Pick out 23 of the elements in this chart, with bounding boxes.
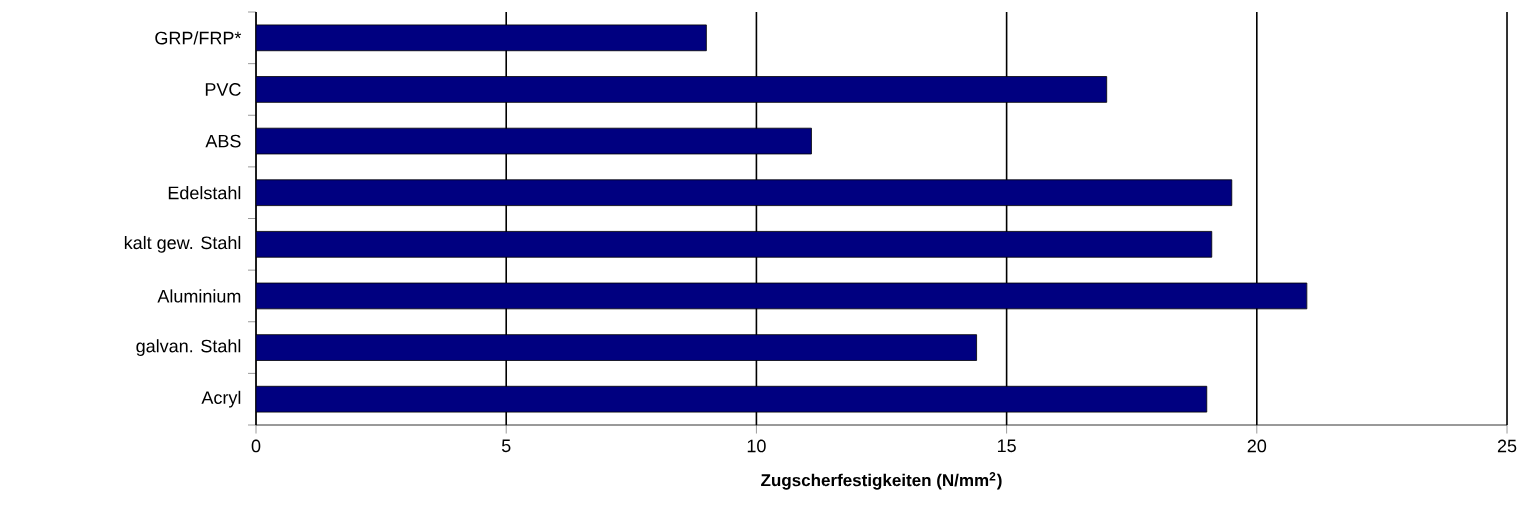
x-axis-title: Zugscherfestigkeiten (N/mm$^{2}$) [761,472,1002,490]
x-tick-label: 5 [501,439,511,453]
bar [256,76,1108,103]
bar [256,282,1308,310]
x-tick-label: 15 [997,439,1016,453]
bar [256,179,1233,206]
x-tick-label: 20 [1247,439,1267,453]
y-tick-label: Acryl [201,390,241,408]
bar [256,231,1213,258]
bar [256,127,812,155]
y-tick-label: Aluminium [157,289,241,303]
bar [256,385,1208,413]
y-tick-label: kalt gew. Stahl [124,235,241,253]
y-tick-label: Edelstahl [168,186,241,200]
y-tick-label: PVC [205,83,241,96]
bar [256,334,977,361]
bar [256,24,707,52]
x-tick-label: 10 [747,439,766,453]
y-tick-label: galvan. Stahl [136,339,241,356]
y-tick-label: GRP/FRP* [155,31,242,45]
y-tick-label: ABS [205,134,241,148]
x-tick-label: 25 [1497,439,1517,453]
x-tick-label: 0 [251,439,261,453]
